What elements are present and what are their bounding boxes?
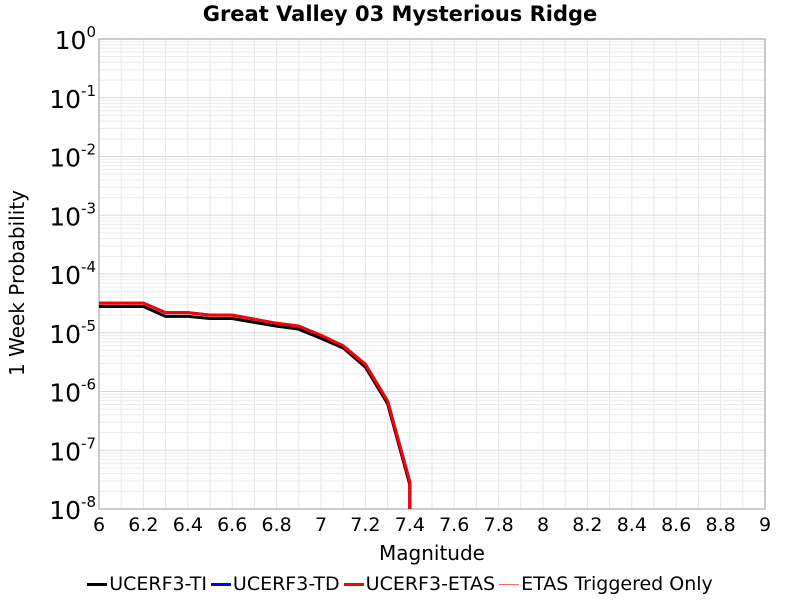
y-tick-labels: 100 10-1 10-2 10-3 10-4 10-5 10-6 10-7 10-8 [49,23,96,525]
x-tick-label: 7.2 [350,514,380,536]
y-tick-label: 10-3 [49,199,96,231]
legend-swatch [87,582,108,586]
grid [98,39,766,510]
series-layer [99,301,412,509]
legend-item-1: UCERF3-TD [210,573,340,595]
legend-label: UCERF3-TD [232,573,340,595]
legend-swatch [210,582,231,586]
x-tick-label: 7.6 [439,514,469,536]
y-tick-label: 10-6 [49,376,96,408]
legend-item-0: UCERF3-TI [87,573,207,595]
x-tick-label: 8.8 [705,514,735,536]
y-tick-label: 10-8 [49,493,96,525]
plot-frame [98,38,766,510]
x-tick-label: 6.8 [261,514,291,536]
legend-label: UCERF3-ETAS [365,573,496,595]
x-tick-label: 8.6 [661,514,691,536]
series-line-2 [99,301,412,509]
x-tick-label: 9 [759,514,771,536]
x-tick-label: 8.2 [572,514,602,536]
x-tick-label: 6.4 [173,514,203,536]
x-tick-label: 7.4 [395,514,425,536]
x-tick-label: 7.8 [483,514,513,536]
legend-swatch [343,582,364,586]
x-tick-label: 6.2 [128,514,158,536]
x-tick-labels: 6 6.2 6.4 6.6 6.8 7 7.2 7.4 7.6 7.8 8 8.2 8.4 8.6 8.8 9 [93,514,771,536]
y-tick-label: 10-5 [49,317,96,349]
x-tick-label: 8.4 [617,514,647,536]
x-tick-label: 8 [537,514,549,536]
y-tick-label: 10-7 [49,434,96,466]
legend-item-3: ETAS Triggered Only [499,573,713,595]
legend-swatch [499,583,520,585]
y-tick-label: 10-1 [49,82,96,114]
legend-label: UCERF3-TI [109,573,207,595]
legend-item-2: UCERF3-ETAS [343,573,496,595]
y-tick-label: 10-2 [49,141,96,173]
x-tick-label: 6 [93,514,105,536]
y-tick-label: 10-4 [49,258,96,290]
legend: UCERF3-TI UCERF3-TD UCERF3-ETAS ETAS Trigge… [0,573,800,595]
x-tick-label: 6.6 [217,514,247,536]
chart-title: Great Valley 03 Mysterious Ridge [202,2,598,26]
y-tick-label: 100 [55,23,96,55]
x-tick-label: 7 [315,514,327,536]
legend-label: ETAS Triggered Only [521,573,713,595]
x-axis-label: Magnitude [379,541,485,565]
